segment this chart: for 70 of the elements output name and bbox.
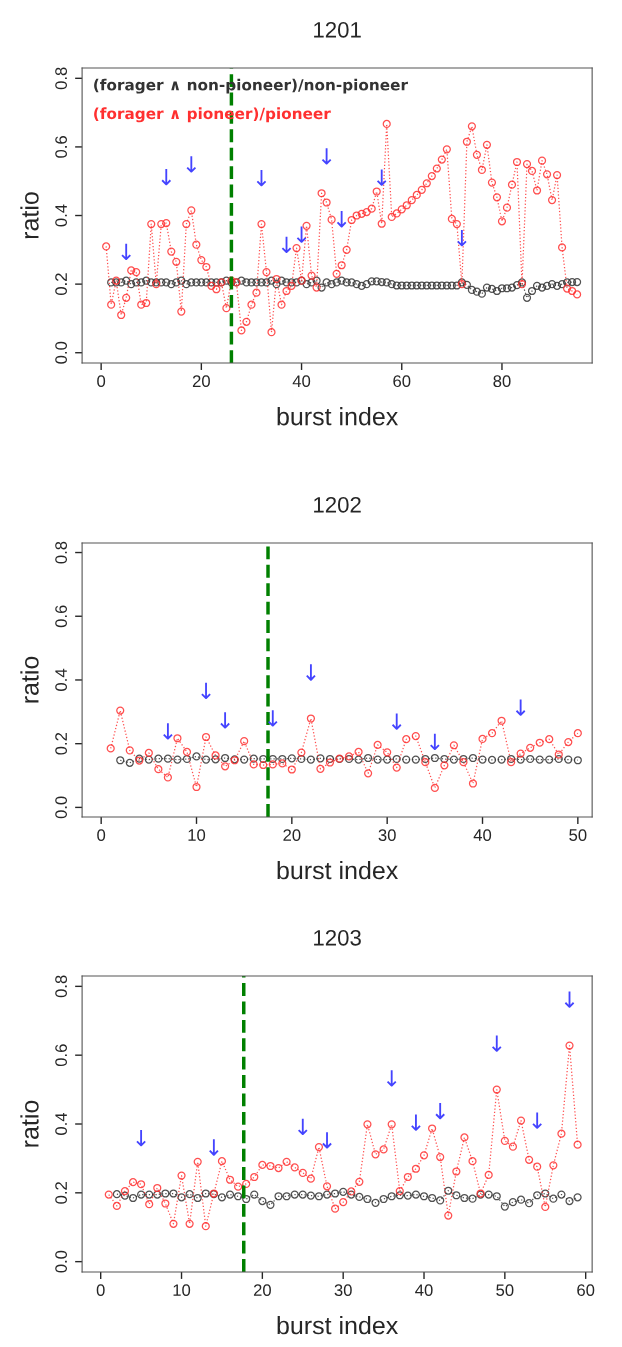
x-tick-label: 40: [473, 829, 492, 841]
annotation: ↓: [435, 1102, 445, 1120]
x-tick-label: 40: [292, 375, 311, 388]
annotation: ↓: [306, 664, 316, 681]
y-tick-label: 0.8: [55, 67, 67, 90]
annotation: ↓: [515, 699, 526, 716]
x-tick-label: 0: [97, 829, 106, 841]
annotation: ↓: [209, 1139, 219, 1156]
x-tick-label: 60: [393, 375, 411, 388]
y-tick-label: 0.2: [55, 1182, 67, 1204]
y-tick-label: 0.8: [55, 541, 67, 564]
annotation: ↓: [386, 1070, 397, 1087]
annotation: ↓: [322, 1132, 332, 1149]
x-tick-label: 30: [334, 1284, 352, 1297]
x-tick-label: 50: [496, 1284, 514, 1297]
annotation: ↓: [564, 991, 575, 1008]
text: (forager ∧ non-pioneer)/non-pioneer: [94, 78, 408, 94]
x-tick-label: 80: [493, 375, 511, 388]
y-tick-label: 0.6: [55, 1044, 67, 1067]
annotation: ↓: [121, 243, 131, 260]
y-tick-label: 0.0: [55, 341, 67, 364]
y-tick-label: 0.2: [55, 273, 67, 296]
y-tick-label: 0.6: [55, 605, 67, 628]
x-axis-title: burst index: [277, 860, 398, 880]
y-tick-label: 0.2: [55, 732, 67, 755]
annotation: ↓: [186, 156, 197, 173]
annotation: ↓: [321, 148, 332, 165]
y-axis-title: ratio: [20, 1100, 39, 1147]
annotation: ↓: [411, 1114, 421, 1131]
annotation: ↓: [296, 226, 307, 243]
x-tick-label: 0: [97, 375, 106, 388]
annotation: ↓: [136, 1130, 146, 1147]
x-tick-label: 30: [378, 829, 396, 841]
chart-title: 1202: [314, 496, 361, 513]
annotation: ↓: [430, 733, 440, 751]
x-tick-label: 10: [173, 1284, 191, 1297]
x-tick-label: 50: [569, 829, 587, 841]
y-tick-label: 0.0: [55, 796, 67, 819]
y-axis-title: ratio: [20, 656, 39, 703]
annotation: ↓: [298, 1118, 308, 1135]
annotation: ↓: [201, 682, 211, 700]
y-tick-label: 0.4: [55, 1112, 67, 1135]
x-axis-title: burst index: [277, 407, 398, 426]
y-tick-label: 0.0: [55, 1250, 67, 1273]
chart-title: 1203: [314, 929, 361, 946]
annotation: ↓: [163, 723, 173, 740]
x-tick-label: 0: [96, 1284, 105, 1297]
annotation: ↓: [457, 229, 467, 247]
annotation: ↓: [492, 1035, 502, 1052]
y-tick-label: 0.8: [55, 975, 67, 998]
x-tick-label: 20: [283, 829, 301, 841]
x-tick-label: 20: [192, 375, 210, 388]
x-tick-label: 10: [188, 829, 206, 841]
x-tick-label: 60: [577, 1284, 595, 1297]
y-axis-title: ratio: [20, 192, 39, 239]
annotation: ↓: [336, 211, 347, 228]
chart-title: 1201: [314, 21, 361, 38]
y-tick-label: 0.6: [55, 136, 67, 158]
x-tick-label: 40: [415, 1284, 433, 1297]
y-tick-label: 0.4: [55, 204, 67, 227]
x-axis-title: burst index: [277, 1315, 398, 1335]
y-tick-label: 0.4: [55, 668, 67, 691]
annotation: ↓: [256, 169, 267, 187]
annotation: ↓: [281, 236, 292, 254]
annotation: ↓: [220, 712, 230, 729]
annotation: ↓: [391, 713, 402, 730]
annotation: ↓: [161, 168, 172, 186]
annotation: ↓: [376, 169, 387, 186]
annotation: ↓: [532, 1112, 542, 1129]
x-tick-label: 20: [253, 1284, 271, 1297]
